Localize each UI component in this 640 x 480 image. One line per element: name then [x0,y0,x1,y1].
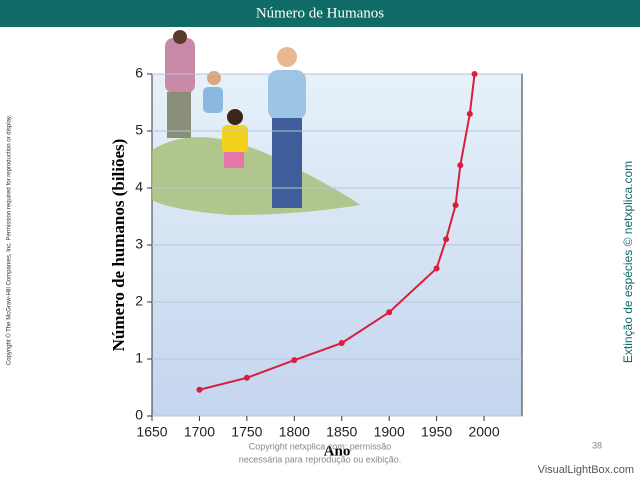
x-tick-label: 1700 [184,424,215,440]
y-tick-label: 0 [135,407,143,423]
figure [173,30,187,44]
x-tick-label: 2000 [468,424,499,440]
y-tick-label: 4 [135,179,143,195]
slide-title: Número de Humanos [256,5,384,21]
figure [167,92,191,138]
figure [272,118,302,208]
x-tick-label: 1900 [374,424,405,440]
y-tick-label: 6 [135,65,143,81]
footer-copyright: Copyright netxplica.com: permissão [249,441,392,451]
figure [224,152,244,168]
figure [222,125,248,153]
data-point [338,340,345,347]
x-tick-label: 1850 [326,424,357,440]
data-point [433,265,440,272]
x-tick-label: 1950 [421,424,452,440]
data-point [243,374,250,381]
data-point [443,236,450,243]
data-point [457,162,464,169]
x-tick-label: 1650 [136,424,167,440]
data-point [471,71,478,77]
figure [203,87,223,113]
data-point [466,110,473,117]
illustration [152,30,360,215]
y-tick-label: 1 [135,350,143,366]
figure [227,109,243,125]
data-point [386,309,393,316]
data-point [291,357,298,364]
data-point [196,386,203,393]
figure [165,38,195,93]
grass [152,137,360,215]
y-axis-label: Número de humanos (biliões) [109,139,128,352]
side-note: Copyright © The McGraw-Hill Companies, I… [6,115,13,366]
x-axis-label: Ano [324,443,351,459]
watermark: VisualLightBox.com [538,464,634,476]
page-number: 38 [592,440,602,450]
figure [207,71,221,85]
figure [277,47,297,67]
header-bar [0,0,640,27]
figure [268,70,306,120]
x-tick-label: 1750 [231,424,262,440]
y-tick-label: 2 [135,293,143,309]
x-tick-label: 1800 [279,424,310,440]
y-tick-label: 3 [135,236,143,252]
footer-copyright: necessária para reprodução ou exibição. [239,454,402,464]
side-note: Extinção de espécies © netxplica.com [621,161,635,363]
y-tick-label: 5 [135,122,143,138]
data-point [452,202,459,209]
